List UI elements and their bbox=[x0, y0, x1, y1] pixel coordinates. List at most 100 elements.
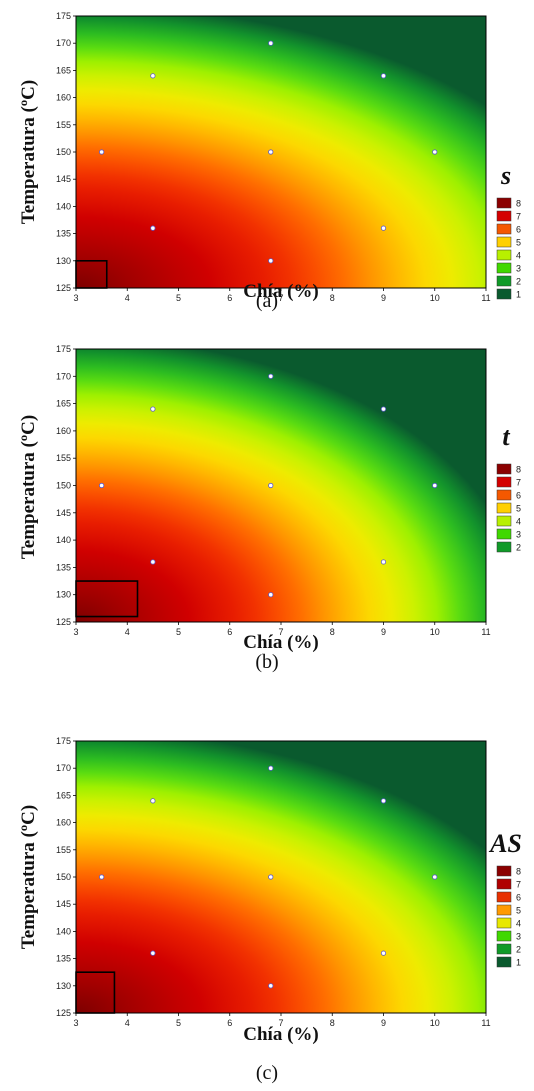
x-tick-label: 10 bbox=[430, 293, 440, 303]
legend-swatch bbox=[496, 878, 512, 890]
x-axis-label: Chía (%) bbox=[243, 1024, 318, 1045]
design-point bbox=[150, 559, 156, 565]
design-point bbox=[432, 874, 438, 880]
legend-swatch bbox=[496, 236, 512, 248]
y-tick-label: 130 bbox=[56, 256, 71, 266]
legend-swatch bbox=[496, 210, 512, 222]
contour-surface bbox=[76, 16, 486, 288]
design-point bbox=[380, 798, 387, 804]
design-point bbox=[268, 592, 274, 598]
x-tick-label: 5 bbox=[176, 627, 181, 637]
panel-caption: (c) bbox=[256, 1062, 278, 1084]
legend-label: 5 bbox=[516, 504, 521, 514]
y-tick-label: 135 bbox=[56, 229, 71, 239]
x-tick-label: 6 bbox=[227, 293, 232, 303]
legend-swatch bbox=[496, 943, 512, 955]
x-tick-label: 3 bbox=[73, 1018, 78, 1028]
y-tick-label: 140 bbox=[56, 926, 71, 936]
legend-label: 4 bbox=[516, 251, 521, 261]
design-point bbox=[150, 73, 156, 79]
legend-swatch bbox=[496, 249, 512, 261]
y-axis-label: Temperatura (ºC) bbox=[18, 80, 39, 224]
legend-swatch bbox=[496, 489, 512, 501]
contour-surface bbox=[76, 741, 486, 1013]
x-tick-label: 4 bbox=[125, 627, 130, 637]
design-point bbox=[268, 373, 274, 379]
legend-label: 3 bbox=[516, 264, 521, 274]
design-point bbox=[150, 950, 156, 956]
legend-swatch bbox=[496, 476, 512, 488]
legend-label: 5 bbox=[516, 906, 521, 916]
legend-label: 6 bbox=[516, 893, 521, 903]
x-tick-label: 4 bbox=[125, 293, 130, 303]
contour-surface bbox=[76, 349, 486, 622]
design-point bbox=[268, 258, 274, 264]
y-tick-label: 175 bbox=[56, 344, 71, 354]
chart-panel-2: 3 4 5 6 7 8 9 10 11 125 130 135 140 145 150 155 160 165 17… bbox=[18, 344, 521, 673]
design-point bbox=[150, 225, 156, 231]
x-tick-label: 3 bbox=[73, 627, 78, 637]
response-symbol: t bbox=[502, 422, 510, 451]
x-tick-label: 11 bbox=[481, 627, 490, 637]
legend-label: 2 bbox=[516, 277, 521, 287]
legend-swatch bbox=[496, 891, 512, 903]
x-axis-label: Chía (%) bbox=[243, 632, 318, 653]
x-tick-label: 7 bbox=[278, 1018, 283, 1028]
y-tick-label: 140 bbox=[56, 201, 71, 211]
x-tick-label: 8 bbox=[330, 627, 335, 637]
design-point bbox=[268, 765, 274, 771]
y-tick-label: 125 bbox=[56, 617, 71, 627]
legend-label: 3 bbox=[516, 530, 521, 540]
legend-label: 7 bbox=[516, 880, 521, 890]
legend-label: 2 bbox=[516, 945, 521, 955]
x-tick-label: 5 bbox=[176, 1018, 181, 1028]
y-tick-label: 160 bbox=[56, 818, 71, 828]
x-axis-label: Chía (%) bbox=[243, 281, 318, 302]
legend-swatch bbox=[496, 528, 512, 540]
panel-caption: (b) bbox=[255, 651, 278, 673]
y-tick-label: 135 bbox=[56, 954, 71, 964]
design-point bbox=[432, 149, 438, 155]
y-tick-label: 135 bbox=[56, 562, 71, 572]
y-tick-label: 170 bbox=[56, 38, 71, 48]
x-tick-label: 10 bbox=[430, 627, 440, 637]
y-tick-label: 165 bbox=[56, 65, 71, 75]
y-tick-label: 150 bbox=[56, 147, 71, 157]
x-tick-label: 6 bbox=[227, 1018, 232, 1028]
legend-swatch bbox=[496, 275, 512, 287]
legend-swatch bbox=[496, 956, 512, 968]
design-point bbox=[268, 874, 274, 880]
legend-label: 3 bbox=[516, 932, 521, 942]
panel-caption: (a) bbox=[256, 290, 278, 312]
optimum-region-box bbox=[75, 259, 108, 289]
legend-swatch bbox=[496, 865, 512, 877]
design-point bbox=[268, 149, 274, 155]
x-tick-label: 4 bbox=[125, 1018, 130, 1028]
x-tick-label: 5 bbox=[176, 293, 181, 303]
y-tick-label: 130 bbox=[56, 590, 71, 600]
design-point bbox=[99, 874, 105, 880]
legend-swatch bbox=[496, 262, 512, 274]
x-tick-label: 7 bbox=[278, 293, 283, 303]
legend-swatch bbox=[496, 930, 512, 942]
legend-swatch bbox=[496, 288, 512, 300]
legend-label: 4 bbox=[516, 517, 521, 527]
legend-swatch bbox=[496, 463, 512, 475]
design-point bbox=[150, 798, 156, 804]
legend-swatch bbox=[496, 904, 512, 916]
y-tick-label: 140 bbox=[56, 535, 71, 545]
x-tick-label: 9 bbox=[381, 1018, 386, 1028]
design-point bbox=[150, 406, 156, 412]
y-tick-label: 150 bbox=[56, 481, 71, 491]
x-tick-label: 7 bbox=[278, 627, 283, 637]
optimum-region-box bbox=[75, 580, 139, 618]
x-tick-label: 6 bbox=[227, 627, 232, 637]
y-tick-label: 145 bbox=[56, 508, 71, 518]
legend-label: 8 bbox=[516, 199, 521, 209]
legend-swatch bbox=[496, 917, 512, 929]
legend-swatch bbox=[496, 223, 512, 235]
legend-label: 1 bbox=[516, 290, 521, 300]
y-tick-label: 130 bbox=[56, 981, 71, 991]
legend-label: 8 bbox=[516, 867, 521, 877]
